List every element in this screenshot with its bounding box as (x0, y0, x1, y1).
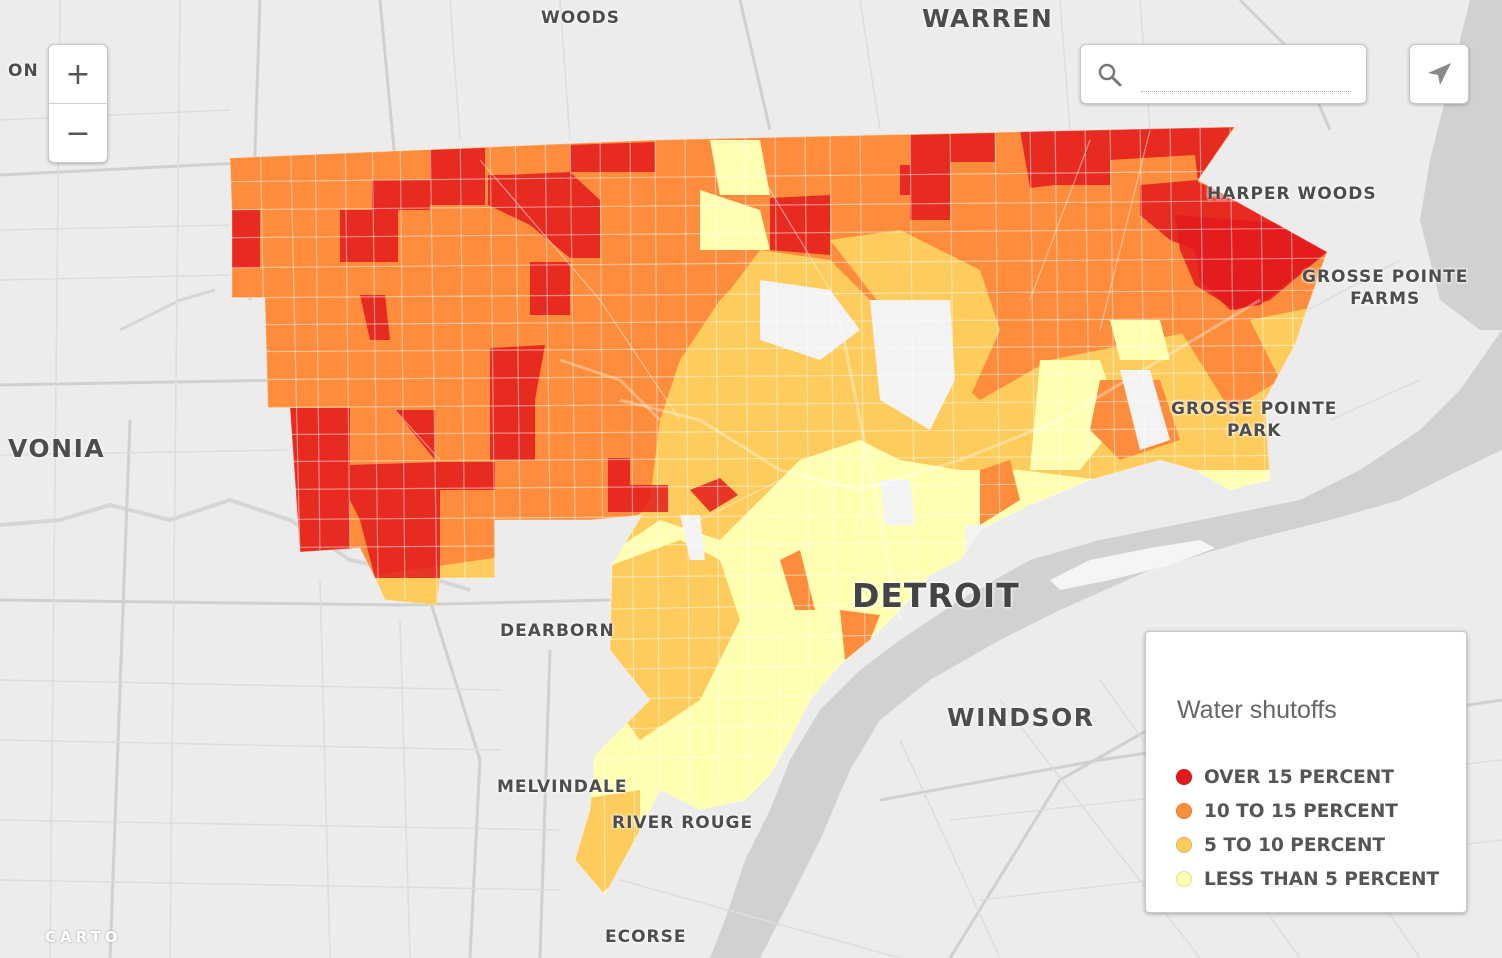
place-label-river-rouge: RIVER ROUGE (612, 813, 754, 833)
place-label-grosse-pointe-park-line1: GROSSE POINTE (1171, 399, 1338, 419)
legend-list: OVER 15 PERCENT 10 TO 15 PERCENT 5 TO 10… (1176, 760, 1439, 896)
legend-item: 5 TO 10 PERCENT (1176, 828, 1439, 862)
legend-label: LESS THAN 5 PERCENT (1204, 868, 1440, 890)
place-label-grosse-pointe-park: GROSSE POINTE PARK (1171, 398, 1337, 442)
lake-st-clair (1420, 0, 1502, 330)
zoom-out-button[interactable]: − (49, 103, 107, 162)
legend-swatch-under-5 (1176, 871, 1192, 887)
place-label-windsor: WINDSOR (947, 703, 1095, 732)
legend-swatch-over-15 (1176, 769, 1192, 785)
place-label-grosse-pointe-farms: GROSSE POINTE FARMS (1302, 266, 1468, 310)
legend-swatch-10-to-15 (1176, 803, 1192, 819)
search-icon[interactable] (1097, 62, 1123, 88)
legend-label: OVER 15 PERCENT (1204, 766, 1394, 788)
locate-button[interactable] (1409, 44, 1469, 104)
location-arrow-icon (1428, 63, 1451, 85)
rouge-river-2 (119, 288, 216, 332)
place-label-on: ON (8, 61, 39, 81)
legend-label: 10 TO 15 PERCENT (1204, 800, 1398, 822)
place-label-ecorse: ECORSE (605, 927, 687, 947)
place-label-woods: WOODS (541, 8, 621, 28)
place-label-warren: WARREN (922, 4, 1054, 33)
place-label-harper-woods: HARPER WOODS (1207, 184, 1377, 204)
place-label-grosse-pointe-farms-line2: FARMS (1350, 289, 1421, 309)
zoom-control: + − (48, 44, 108, 163)
place-label-dearborn: DEARBORN (500, 621, 615, 641)
legend-item: LESS THAN 5 PERCENT (1176, 862, 1439, 896)
belle-isle (1050, 540, 1215, 590)
place-label-detroit: DETROIT (852, 576, 1020, 615)
place-label-grosse-pointe-park-line2: PARK (1227, 421, 1282, 441)
zoom-in-button[interactable]: + (65, 56, 91, 92)
legend-item: OVER 15 PERCENT (1176, 760, 1439, 794)
legend-label: 5 TO 10 PERCENT (1204, 834, 1386, 856)
legend-title: Water shutoffs (1177, 696, 1337, 724)
search-box (1080, 44, 1367, 104)
search-input[interactable] (1141, 65, 1351, 92)
river (710, 330, 1502, 958)
carto-attribution[interactable]: CARTO (45, 928, 122, 946)
freeway-overlay (559, 298, 1261, 621)
place-label-vonia: VONIA (8, 434, 106, 463)
legend: Water shutoffs OVER 15 PERCENT 10 TO 15 … (1145, 631, 1467, 913)
legend-item: 10 TO 15 PERCENT (1176, 794, 1439, 828)
legend-swatch-5-to-10 (1176, 837, 1192, 853)
place-label-melvindale: MELVINDALE (497, 777, 628, 797)
place-label-grosse-pointe-farms-line1: GROSSE POINTE (1302, 267, 1469, 287)
